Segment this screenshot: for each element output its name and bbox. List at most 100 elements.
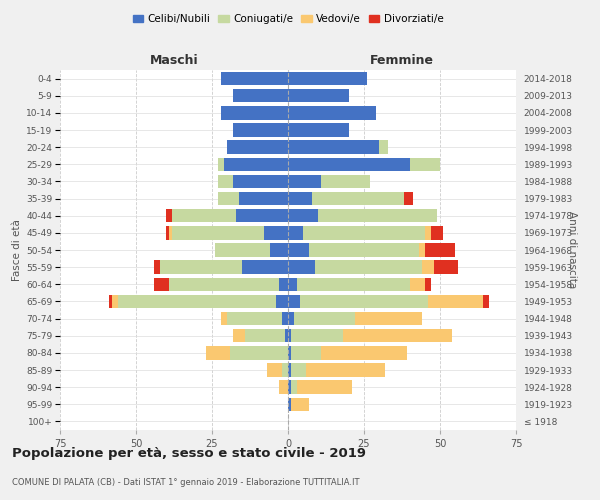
- Bar: [227, 140, 288, 154]
- Bar: [236, 209, 288, 222]
- Bar: [482, 294, 488, 308]
- Bar: [166, 209, 172, 222]
- Bar: [319, 209, 437, 222]
- Bar: [291, 380, 297, 394]
- Bar: [218, 158, 224, 171]
- Bar: [233, 89, 288, 102]
- Bar: [288, 346, 291, 360]
- Bar: [297, 380, 352, 394]
- Bar: [428, 294, 482, 308]
- Bar: [313, 192, 404, 205]
- Bar: [410, 278, 425, 291]
- Bar: [431, 226, 443, 239]
- Bar: [154, 278, 169, 291]
- Bar: [297, 278, 410, 291]
- Bar: [215, 244, 270, 256]
- Bar: [322, 174, 370, 188]
- Bar: [169, 278, 279, 291]
- Text: Popolazione per età, sesso e stato civile - 2019: Popolazione per età, sesso e stato civil…: [12, 448, 366, 460]
- Bar: [279, 278, 288, 291]
- Bar: [419, 244, 425, 256]
- Bar: [288, 174, 322, 188]
- Bar: [294, 312, 355, 326]
- Bar: [322, 346, 407, 360]
- Bar: [306, 364, 385, 376]
- Bar: [263, 226, 288, 239]
- Bar: [288, 192, 313, 205]
- Bar: [288, 294, 300, 308]
- Bar: [224, 158, 288, 171]
- Bar: [355, 312, 422, 326]
- Bar: [221, 106, 288, 120]
- Bar: [410, 158, 440, 171]
- Bar: [242, 260, 288, 274]
- Bar: [379, 140, 388, 154]
- Bar: [288, 244, 309, 256]
- Bar: [172, 209, 236, 222]
- Bar: [425, 278, 431, 291]
- Bar: [288, 278, 297, 291]
- Bar: [291, 346, 322, 360]
- Bar: [221, 72, 288, 86]
- Bar: [112, 294, 118, 308]
- Bar: [291, 364, 306, 376]
- Bar: [172, 226, 263, 239]
- Bar: [291, 398, 309, 411]
- Bar: [288, 158, 410, 171]
- Bar: [300, 294, 428, 308]
- Bar: [343, 329, 452, 342]
- Bar: [288, 364, 291, 376]
- Bar: [404, 192, 413, 205]
- Text: Femmine: Femmine: [370, 54, 434, 66]
- Bar: [118, 294, 276, 308]
- Bar: [288, 226, 303, 239]
- Bar: [221, 312, 227, 326]
- Bar: [288, 398, 291, 411]
- Bar: [425, 226, 431, 239]
- Bar: [288, 89, 349, 102]
- Bar: [160, 260, 242, 274]
- Bar: [282, 312, 288, 326]
- Bar: [109, 294, 112, 308]
- Text: Maschi: Maschi: [149, 54, 199, 66]
- Bar: [230, 346, 288, 360]
- Bar: [303, 226, 425, 239]
- Text: COMUNE DI PALATA (CB) - Dati ISTAT 1° gennaio 2019 - Elaborazione TUTTITALIA.IT: COMUNE DI PALATA (CB) - Dati ISTAT 1° ge…: [12, 478, 359, 487]
- Bar: [288, 312, 294, 326]
- Bar: [206, 346, 230, 360]
- Bar: [288, 124, 349, 136]
- Y-axis label: Anni di nascita: Anni di nascita: [567, 212, 577, 288]
- Bar: [233, 174, 288, 188]
- Bar: [288, 380, 291, 394]
- Bar: [288, 209, 319, 222]
- Bar: [282, 364, 288, 376]
- Bar: [316, 260, 422, 274]
- Bar: [288, 72, 367, 86]
- Bar: [425, 244, 455, 256]
- Bar: [233, 329, 245, 342]
- Bar: [154, 260, 160, 274]
- Bar: [270, 244, 288, 256]
- Bar: [288, 329, 291, 342]
- Bar: [218, 192, 239, 205]
- Bar: [166, 226, 169, 239]
- Bar: [227, 312, 282, 326]
- Y-axis label: Fasce di età: Fasce di età: [12, 219, 22, 281]
- Bar: [245, 329, 285, 342]
- Bar: [309, 244, 419, 256]
- Bar: [169, 226, 172, 239]
- Bar: [434, 260, 458, 274]
- Bar: [288, 260, 316, 274]
- Bar: [291, 329, 343, 342]
- Bar: [279, 380, 288, 394]
- Bar: [267, 364, 282, 376]
- Legend: Celibi/Nubili, Coniugati/e, Vedovi/e, Divorziati/e: Celibi/Nubili, Coniugati/e, Vedovi/e, Di…: [128, 10, 448, 29]
- Bar: [285, 329, 288, 342]
- Bar: [239, 192, 288, 205]
- Bar: [276, 294, 288, 308]
- Bar: [422, 260, 434, 274]
- Bar: [218, 174, 233, 188]
- Bar: [288, 140, 379, 154]
- Bar: [288, 106, 376, 120]
- Bar: [233, 124, 288, 136]
